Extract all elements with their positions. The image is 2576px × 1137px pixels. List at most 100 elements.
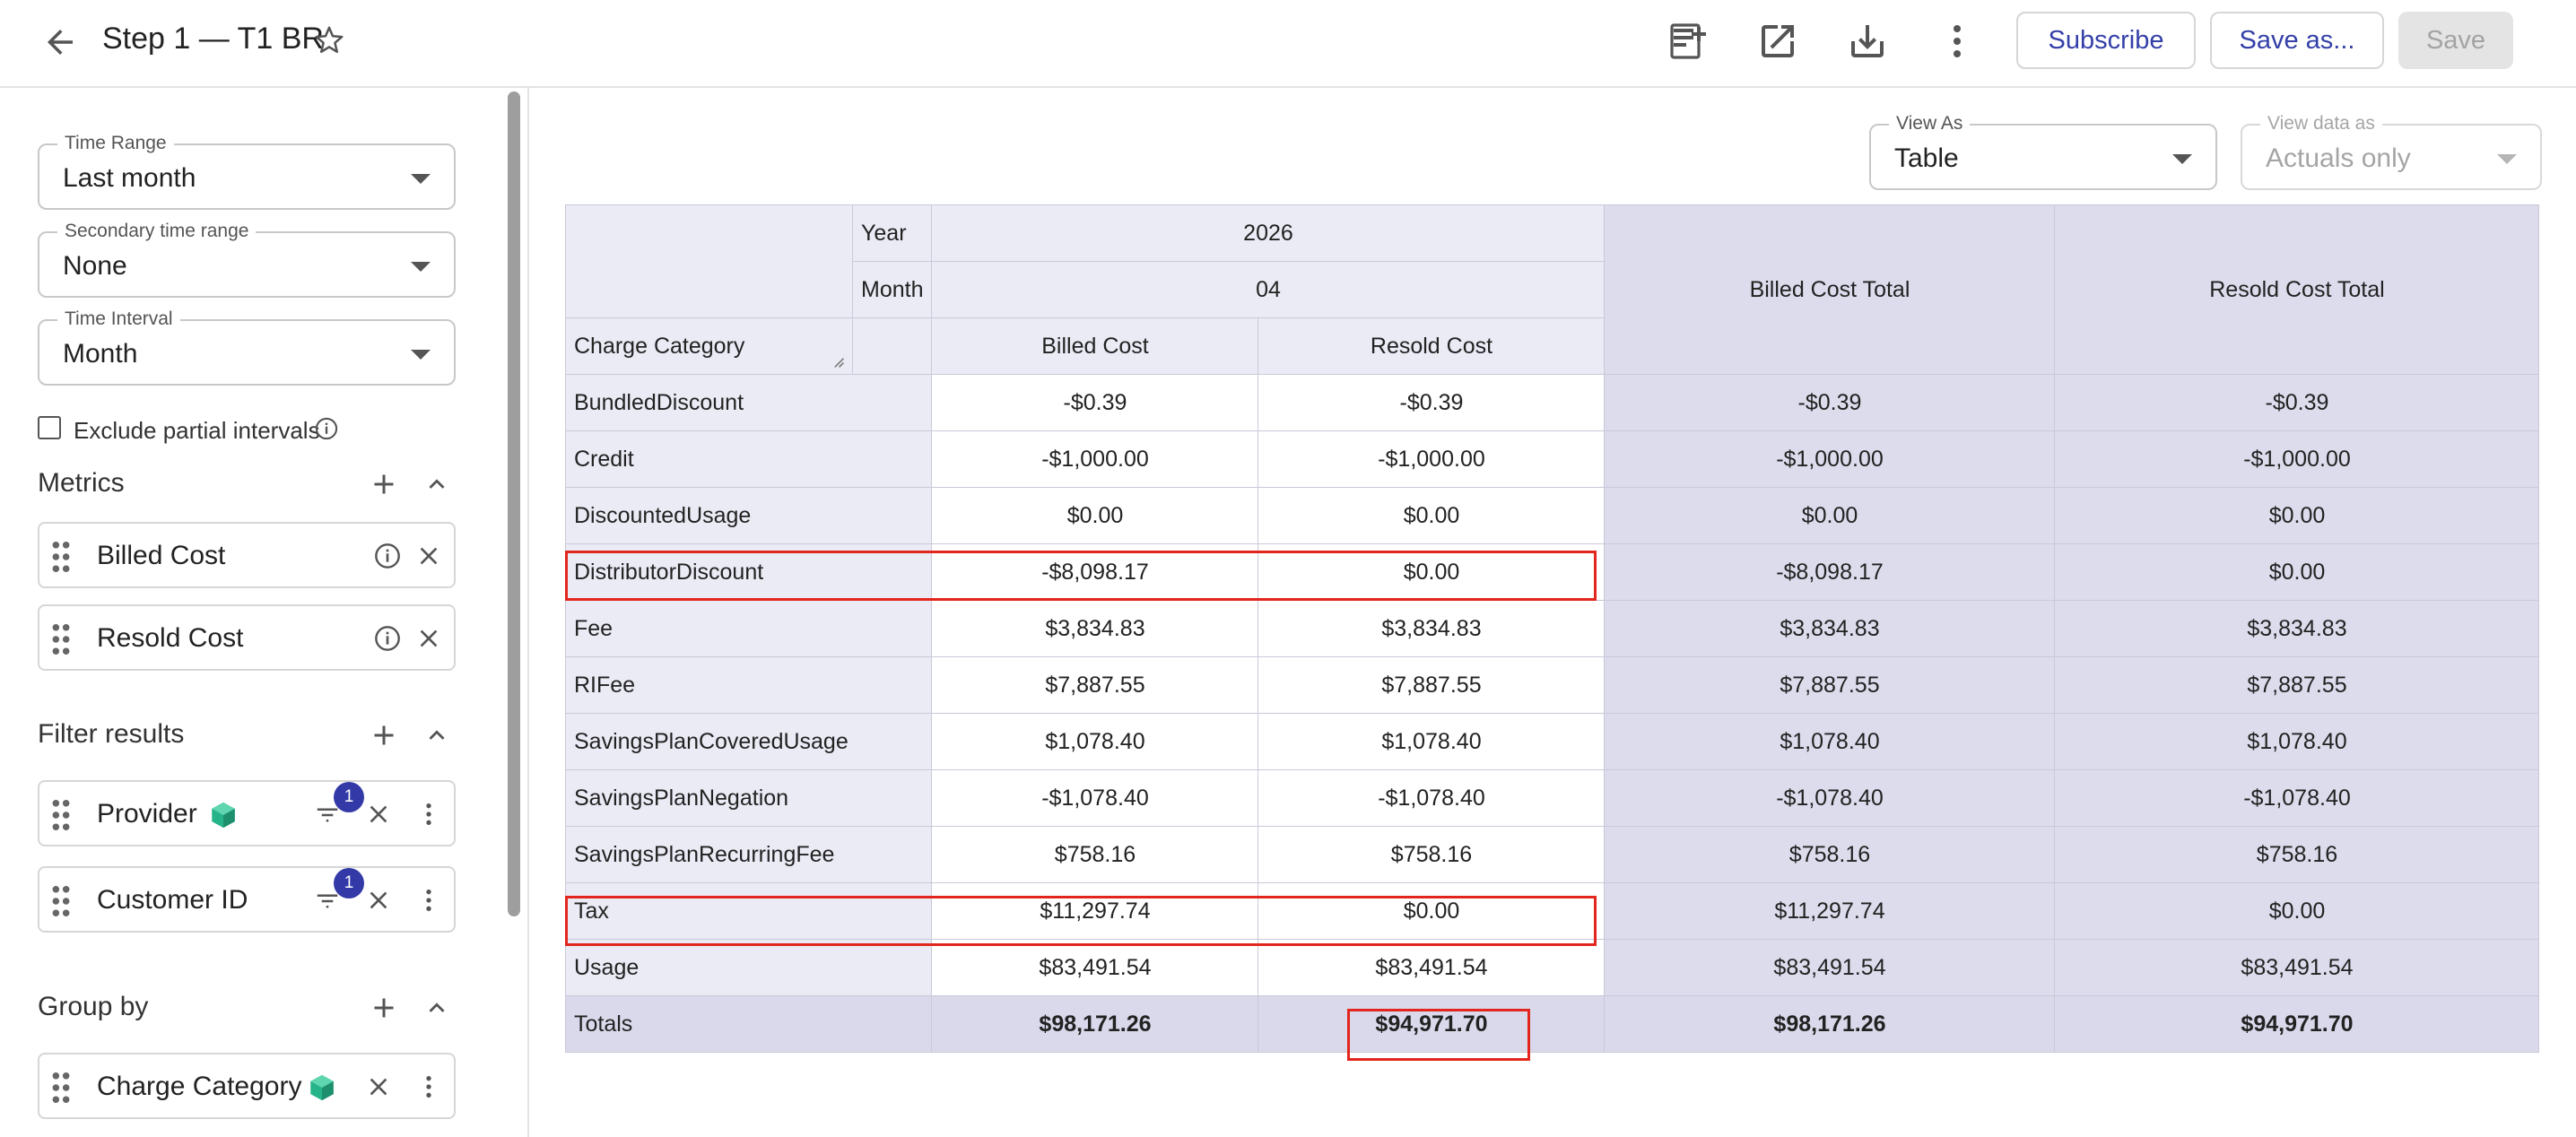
- close-icon[interactable]: [364, 886, 393, 915]
- metrics-title: Metrics: [38, 468, 125, 498]
- resold-cost-cell: $83,491.54: [1258, 939, 1606, 996]
- totals-row: Totals $98,171.26 $94,971.70 $98,171.26 $94,…: [564, 995, 2540, 1053]
- filter-count-badge: 1: [334, 868, 364, 898]
- info-icon[interactable]: [314, 416, 339, 441]
- table-body: BundledDiscount -$0.39 -$0.39 -$0.39 -$0.39 C…: [564, 374, 2540, 1053]
- resold-cost-header: Resold Cost: [1258, 317, 1606, 375]
- more-vert-icon[interactable]: [414, 800, 443, 829]
- billed-cost-cell: -$1,000.00: [931, 430, 1259, 488]
- info-icon[interactable]: [373, 624, 402, 653]
- category-cell: SavingsPlanRecurringFee: [564, 826, 933, 883]
- filter-chip-customer-id[interactable]: Customer ID 1: [38, 866, 456, 933]
- billed-total-cell: $0.00: [1604, 487, 2056, 544]
- time-interval-select[interactable]: Time Interval Month: [38, 308, 456, 386]
- billed-cost-cell: $0.00: [931, 487, 1259, 544]
- open-in-new-icon[interactable]: [1756, 20, 1799, 63]
- highlight-box-distributor-discount: [565, 551, 1597, 601]
- resold-total-cell: $758.16: [2054, 826, 2540, 883]
- filter-icon[interactable]: [314, 802, 341, 829]
- table-row: Usage $83,491.54 $83,491.54 $83,491.54 $83,4…: [564, 939, 2540, 996]
- subscribe-button[interactable]: Subscribe: [2016, 12, 2196, 69]
- billed-cost-cell: $98,171.26: [931, 995, 1259, 1053]
- close-icon[interactable]: [364, 1072, 393, 1101]
- secondary-time-range-select[interactable]: Secondary time range None: [38, 221, 456, 298]
- sidebar-scrollbar[interactable]: [508, 91, 520, 916]
- table-row: Credit -$1,000.00 -$1,000.00 -$1,000.00 -$1,…: [564, 430, 2540, 488]
- download-icon[interactable]: [1846, 20, 1889, 63]
- table-row: SavingsPlanNegation -$1,078.40 -$1,078.40-…: [564, 769, 2540, 827]
- metric-chip[interactable]: Resold Cost: [38, 604, 456, 671]
- resold-total-cell: -$1,000.00: [2054, 430, 2540, 488]
- more-vert-icon[interactable]: [414, 1072, 443, 1101]
- drag-handle-icon[interactable]: [52, 800, 70, 830]
- caret-down-icon: [2172, 154, 2192, 164]
- billed-cost-cell: $11,297.74: [931, 882, 1259, 940]
- drag-handle-icon[interactable]: [52, 1072, 70, 1103]
- drag-handle-icon[interactable]: [52, 886, 70, 916]
- charge-category-header[interactable]: Charge Category: [565, 317, 853, 375]
- add-metric-icon[interactable]: [368, 468, 400, 500]
- exclude-partial-checkbox[interactable]: [38, 416, 61, 439]
- drag-handle-icon[interactable]: [52, 542, 70, 572]
- add-filter-icon[interactable]: [368, 719, 400, 751]
- category-cell: RIFee: [564, 656, 933, 714]
- category-cell: Credit: [564, 430, 933, 488]
- resold-total-cell: $94,971.70: [2054, 995, 2540, 1053]
- resold-cost-cell: -$0.39: [1258, 374, 1606, 431]
- metric-chip[interactable]: Billed Cost: [38, 522, 456, 588]
- resold-cost-cell: $758.16: [1258, 826, 1606, 883]
- table-row: RIFee $7,887.55 $7,887.55 $7,887.55 $7,887.5…: [564, 656, 2540, 714]
- resold-total-cell: -$0.39: [2054, 374, 2540, 431]
- filter-icon[interactable]: [314, 888, 341, 915]
- billed-total-cell: -$8,098.17: [1604, 543, 2056, 601]
- table-row: SavingsPlanRecurringFee $758.16 $758.16 $75…: [564, 826, 2540, 883]
- billed-total-cell: $1,078.40: [1604, 713, 2056, 770]
- category-cell: SavingsPlanCoveredUsage: [564, 713, 933, 770]
- category-cell: DiscountedUsage: [564, 487, 933, 544]
- add-note-icon[interactable]: [1667, 20, 1710, 63]
- add-group-icon[interactable]: [368, 992, 400, 1024]
- close-icon[interactable]: [414, 624, 443, 653]
- group-by-chip[interactable]: Charge Category: [38, 1053, 456, 1119]
- chevron-up-icon[interactable]: [422, 469, 452, 499]
- resold-cost-cell: $0.00: [1258, 882, 1606, 940]
- info-icon[interactable]: [373, 542, 402, 570]
- resold-cost-cell: $94,971.70: [1258, 995, 1606, 1053]
- page-title: Step 1 — T1 BR: [102, 22, 324, 56]
- view-as-select[interactable]: View As Table: [1869, 113, 2217, 190]
- chevron-up-icon[interactable]: [422, 993, 452, 1023]
- month-label: Month: [851, 261, 933, 318]
- save-as-button[interactable]: Save as...: [2210, 12, 2384, 69]
- resize-handle-icon[interactable]: [831, 354, 845, 369]
- category-cell: Usage: [564, 939, 933, 996]
- close-icon[interactable]: [364, 800, 393, 829]
- back-arrow-icon[interactable]: [41, 23, 79, 61]
- chevron-up-icon[interactable]: [422, 720, 452, 751]
- more-vert-icon[interactable]: [414, 886, 443, 915]
- billed-total-cell: -$0.39: [1604, 374, 2056, 431]
- billed-cost-cell: $1,078.40: [931, 713, 1259, 770]
- billed-cost-total-header: Billed Cost Total: [1604, 204, 2056, 375]
- month-header: 04: [931, 261, 1606, 318]
- resold-cost-total-header: Resold Cost Total: [2054, 204, 2540, 375]
- save-button[interactable]: Save: [2398, 12, 2513, 69]
- pivot-table: Year 2026 Billed Cost Total Resold Cost …: [564, 204, 2540, 1053]
- billed-cost-cell: -$0.39: [931, 374, 1259, 431]
- filter-chip-provider[interactable]: Provider 1: [38, 780, 456, 846]
- header-spacer: [851, 317, 933, 375]
- category-cell: Tax: [564, 882, 933, 940]
- table-row: Fee $3,834.83 $3,834.83 $3,834.83 $3,834.83: [564, 600, 2540, 657]
- resold-total-cell: $3,834.83: [2054, 600, 2540, 657]
- top-bar: Step 1 — T1 BR Subscribe Save as... Save: [0, 0, 2576, 88]
- time-range-select[interactable]: Time Range Last month: [38, 133, 456, 210]
- category-cell: SavingsPlanNegation: [564, 769, 933, 827]
- billed-total-cell: $758.16: [1604, 826, 2056, 883]
- filter-results-title: Filter results: [38, 719, 185, 749]
- view-data-as-select[interactable]: View data as Actuals only: [2241, 113, 2542, 190]
- more-vert-icon[interactable]: [1936, 20, 1979, 63]
- star-icon[interactable]: [314, 25, 344, 56]
- group-by-title: Group by: [38, 992, 149, 1021]
- table-row: BundledDiscount -$0.39 -$0.39 -$0.39 -$0.39: [564, 374, 2540, 431]
- drag-handle-icon[interactable]: [52, 624, 70, 655]
- close-icon[interactable]: [414, 542, 443, 570]
